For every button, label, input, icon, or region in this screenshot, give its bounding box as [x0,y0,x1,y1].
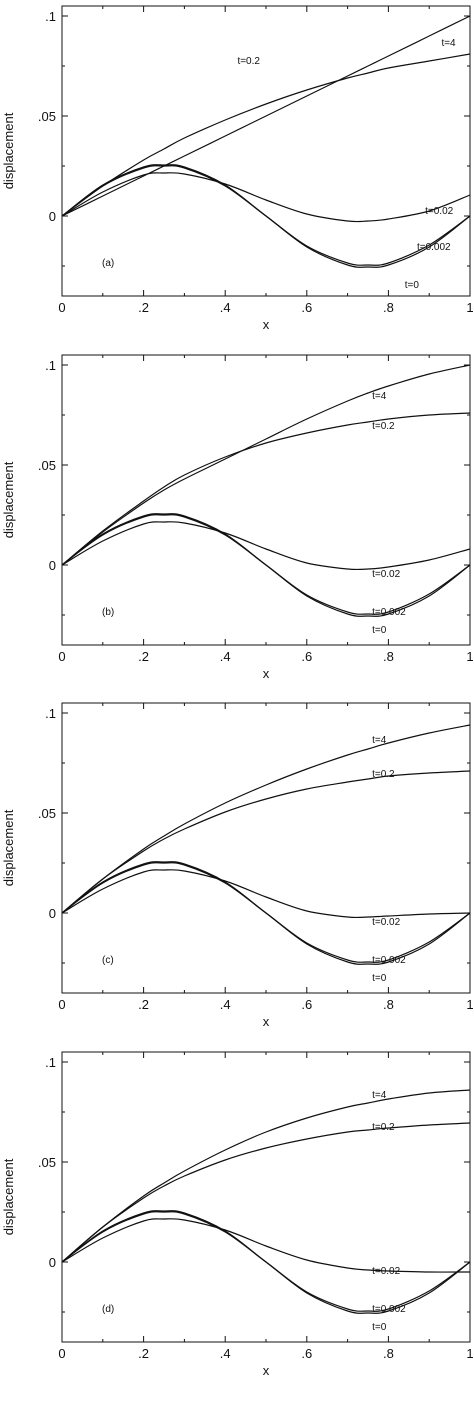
panel-a: 0 .2 .4 .6 .8 1 0 .05 .1 x displacement (a) t=4 t=0.2… [1,5,474,332]
x-tick-label: .6 [301,1346,312,1361]
y-axis-label: displacement [1,461,16,538]
series-line-t-0-02 [61,521,471,571]
x-tick-label: 0 [58,997,65,1012]
y-axis-label: displacement [1,809,16,886]
curve-label: t=0.002 [372,607,406,618]
curve-label: t=0.002 [417,242,451,253]
series-line-t-0-2 [61,770,471,914]
curve-label: t=0.002 [372,955,406,966]
x-axis-label: x [263,666,270,681]
x-tick-label: 1 [466,1346,473,1361]
panel-label: (a) [102,258,114,269]
plot-frame [61,702,471,994]
x-tick-label: 0 [58,1346,65,1361]
series-line-t-4 [61,1089,471,1263]
x-tick-label: .2 [138,300,149,315]
x-tick-label: 1 [466,649,473,664]
curve-label: t=0.2 [372,1122,395,1133]
y-axis-label: displacement [1,112,16,189]
x-tick-label: 1 [466,300,473,315]
curve-label: t=0 [405,280,420,291]
x-axis-label: x [263,317,270,332]
curve-label: t=0.2 [237,56,260,67]
y-tick-label: 0 [49,558,56,573]
y-tick-label: .05 [38,458,56,473]
x-tick-label: .4 [220,1346,231,1361]
curve-label: t=0.02 [372,569,401,580]
series-line-t-0-002 [61,1211,471,1312]
panel-b: 0 .2 .4 .6 .8 1 0 .05 .1 x displacement (b) t=4 t=0.2… [1,354,474,681]
x-tick-label: .6 [301,300,312,315]
x-axis-label: x [263,1014,270,1029]
x-tick-label: .2 [138,1346,149,1361]
plot-frame [61,5,471,297]
curve-label: t=4 [372,735,387,746]
panel-label: (b) [102,607,114,618]
panel-label: (c) [102,955,114,966]
series-line-t-4 [61,364,471,566]
x-tick-label: 0 [58,649,65,664]
y-axis-label: displacement [1,1158,16,1235]
panel-c: 0 .2 .4 .6 .8 1 0 .05 .1 x displacement (c) t=4 t=0.2… [1,702,474,1029]
y-tick-label: 0 [49,906,56,921]
panel-label: (d) [102,1304,114,1315]
x-tick-label: .4 [220,300,231,315]
series-line-t-0-2 [61,53,471,217]
x-tick-label: .2 [138,649,149,664]
curve-label: t=0.02 [425,206,454,217]
plot-frame [61,354,471,646]
curve-label: t=4 [372,391,387,402]
panel-d: 0 .2 .4 .6 .8 1 0 .05 .1 x displacement (d) t=4 t=0.2… [1,1051,474,1378]
x-tick-label: .6 [301,997,312,1012]
curve-label: t=4 [441,38,456,49]
y-tick-label: .05 [38,1155,56,1170]
y-tick-label: 0 [49,1255,56,1270]
y-tick-label: 0 [49,209,56,224]
y-tick-label: .1 [45,706,56,721]
y-tick-label: .05 [38,109,56,124]
series-line-t-0-002 [61,862,471,963]
series-line-t-4 [61,724,471,914]
x-tick-label: .4 [220,649,231,664]
series-line-t-0-2 [61,412,471,566]
curve-label: t=0 [372,1322,387,1333]
series-line-t-0-002 [61,514,471,615]
x-tick-label: .8 [383,300,394,315]
x-tick-label: 0 [58,300,65,315]
y-tick-label: .1 [45,358,56,373]
x-tick-label: 1 [466,997,473,1012]
series-line-t-0-02 [61,172,471,223]
series-line-t-0-02 [61,1218,471,1273]
curve-label: t=0.02 [372,1266,401,1277]
x-tick-label: .6 [301,649,312,664]
curve-label: t=0.2 [372,421,395,432]
series-line-t-0-002 [61,165,471,266]
curve-label: t=0 [372,973,387,984]
x-tick-label: .4 [220,997,231,1012]
curve-label: t=0.2 [372,769,395,780]
x-axis-label: x [263,1363,270,1378]
x-tick-label: .8 [383,997,394,1012]
series-line-t-0-2 [61,1122,471,1263]
curve-label: t=0 [372,625,387,636]
curve-label: t=0.02 [372,917,401,928]
x-tick-label: .2 [138,997,149,1012]
y-tick-label: .1 [45,1055,56,1070]
curve-label: t=4 [372,1090,387,1101]
series-line-t-0-02 [61,869,471,919]
series-line-t-4 [61,15,471,217]
x-tick-label: .8 [383,649,394,664]
y-tick-label: .1 [45,9,56,24]
y-tick-label: .05 [38,806,56,821]
curve-label: t=0.002 [372,1304,406,1315]
x-tick-label: .8 [383,1346,394,1361]
